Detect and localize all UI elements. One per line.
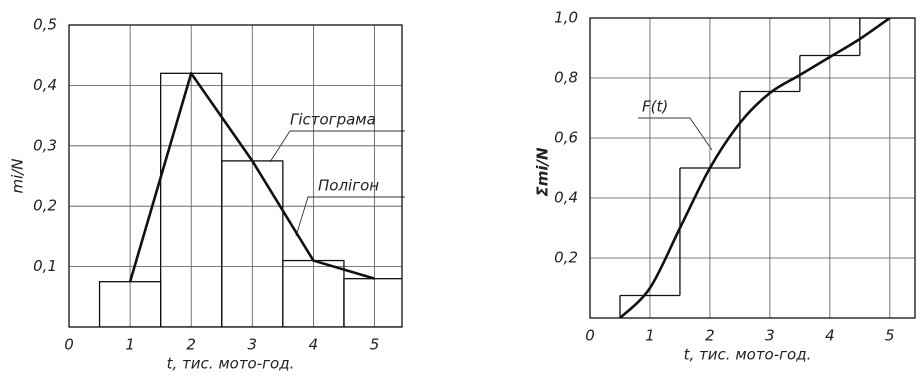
y-axis-label: Σmi/N [534, 147, 552, 196]
x-tick-label: 0 [64, 336, 74, 354]
annotation: Полігон [318, 177, 379, 195]
y-tick-label: 0,4 [33, 76, 57, 94]
y-tick-label: 0,5 [33, 16, 57, 34]
x-tick-label: 1 [645, 327, 655, 345]
cdf-curve [619, 18, 891, 318]
x-tick-label: 5 [885, 327, 895, 345]
x-tick-label: 2 [186, 336, 196, 354]
polygon-line [128, 72, 375, 283]
y-tick-label: 0,8 [554, 69, 578, 87]
x-tick-label: 2 [705, 327, 715, 345]
y-tick-label: 0,4 [554, 189, 578, 207]
leader-line [638, 117, 713, 151]
y-tick-label: 1,0 [554, 9, 578, 27]
leader-line [295, 196, 405, 237]
x-tick-label: 3 [765, 327, 775, 345]
y-tick-label: 0,2 [554, 249, 578, 267]
y-tick-label: 0,2 [33, 197, 57, 215]
x-axis-label: t, тис. мото-год. [167, 355, 295, 373]
leader-line [269, 130, 405, 163]
x-tick-label: 4 [825, 327, 835, 345]
y-tick-label: 0,6 [554, 129, 578, 147]
y-axis-label: mi/N [9, 158, 27, 193]
plot-frame [589, 17, 916, 319]
plot-area [98, 72, 402, 327]
x-tick-label: 5 [370, 336, 380, 354]
annotation: F(t) [642, 98, 668, 116]
plot-area [619, 18, 915, 318]
x-tick-label: 4 [309, 336, 319, 354]
x-tick-label: 0 [585, 327, 595, 345]
x-tick-label: 1 [125, 336, 135, 354]
annotation: Гістограма [290, 111, 376, 129]
x-axis-label: t, тис. мото-год. [684, 346, 812, 364]
y-tick-label: 0,3 [33, 136, 57, 154]
x-tick-label: 3 [248, 336, 258, 354]
y-tick-label: 0,1 [33, 257, 57, 275]
